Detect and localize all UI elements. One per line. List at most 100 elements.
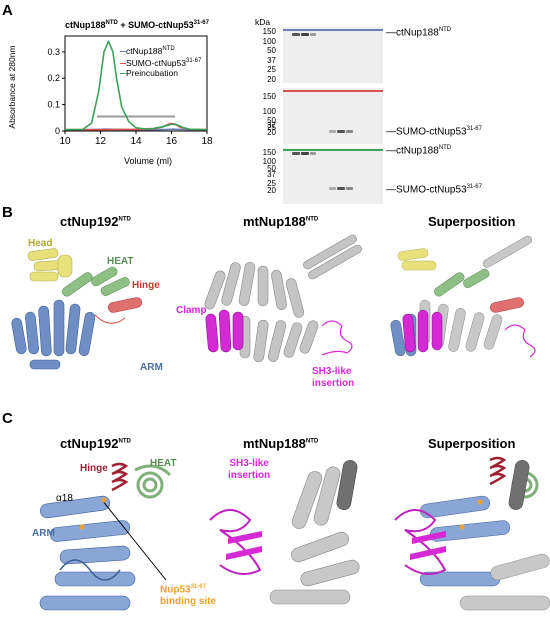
panel-letter-a: A: [2, 2, 13, 19]
chart-title-main: ctNup188: [65, 20, 106, 30]
b-col1-title: ctNup192NTD: [60, 214, 131, 229]
gel-bottom-line: [283, 149, 383, 151]
gel-band: [346, 187, 353, 190]
gel-bottom-marker-25: 25: [267, 179, 276, 188]
gel-mid-marker-20: 20: [267, 128, 276, 137]
gel-bottom-marker-100: 100: [262, 157, 276, 166]
gel-band: [346, 130, 353, 133]
hinge-helix: [111, 462, 129, 492]
y-tick-label: 0.2: [47, 73, 60, 83]
gel-band: [301, 152, 309, 155]
c-col2-title: mtNup188NTD: [243, 436, 319, 451]
gel-bottom-marker-20: 20: [267, 186, 276, 195]
gel-bottom-marker-150: 150: [262, 148, 276, 157]
sh3-loop: [321, 320, 353, 356]
gel-mid-marker-37: 37: [267, 121, 276, 130]
c-col3-title: Superposition: [428, 436, 516, 451]
gel-kda-label: kDa: [255, 17, 271, 27]
x-tick-label: 12: [95, 136, 107, 147]
chart-lines: [64, 40, 208, 131]
binding-dot: [79, 524, 85, 530]
chart-title-sup2: 31-67: [193, 20, 209, 26]
label-head: Head: [28, 238, 53, 249]
chart-legend: ctNup188NTD SUMO-ctNup5331-67 Preincubat…: [120, 44, 201, 78]
hinge-domain: [94, 297, 143, 324]
gel-bottom: [283, 148, 383, 204]
chromatogram-chart: 10 12 14 16 18 0 0.1 0.2 0.3: [47, 35, 213, 147]
legend-item-sumo: SUMO-ctNup5331-67: [120, 56, 201, 68]
c-label-heat: HEAT: [150, 458, 177, 469]
gel-band: [329, 130, 336, 133]
gel-mid-label: —SUMO-ctNup5331-67: [386, 126, 482, 138]
c-superposition-structure: [394, 456, 550, 611]
c-mtnup188-structure: [209, 459, 360, 605]
b-mtnup188-structure: [204, 234, 362, 363]
gel-band: [337, 130, 345, 133]
label-arm: ARM: [140, 362, 163, 373]
gel-band: [301, 33, 309, 36]
arm-helices: [39, 495, 136, 611]
chart-title-sup1: NTD: [105, 20, 118, 26]
label-clamp: Clamp: [176, 305, 207, 316]
gel-bottom-label-1: —ctNup188NTD: [386, 145, 452, 157]
gel-mid-line: [283, 90, 383, 92]
head-domain: [27, 248, 73, 282]
heat-helix: [134, 464, 172, 499]
gel-band: [292, 33, 300, 36]
heat-domain: [62, 266, 130, 297]
b-col2-title: mtNup188NTD: [243, 214, 319, 229]
c-label-arm: ARM: [32, 528, 55, 539]
gel-top: [283, 27, 383, 83]
x-tick-label: 14: [130, 136, 142, 147]
gel-top-line: [283, 29, 383, 31]
panel-letter-b: B: [2, 204, 13, 221]
binding-dot: [101, 497, 107, 503]
chart-title-mid: + SUMO-ctNup53: [117, 20, 194, 30]
gel-top-label: —ctNup188NTD: [386, 27, 452, 39]
gel-band: [337, 187, 345, 190]
gel-middle: [283, 88, 383, 144]
series-line-2: [64, 40, 208, 131]
label-sh3-b: SH3-like insertion: [312, 366, 355, 389]
chart-title: ctNup188NTD + SUMO-ctNup5331-67: [65, 20, 209, 30]
y-tick-label: 0.1: [47, 100, 60, 110]
label-hinge: Hinge: [132, 280, 160, 291]
binding-site-line: [101, 499, 167, 581]
c-col1-title: ctNup192NTD: [60, 436, 131, 451]
grey-helices: [204, 234, 362, 363]
b-superposition-structure: [390, 235, 536, 358]
gel-band: [310, 33, 316, 36]
gel-band: [292, 152, 300, 155]
arm-domain: [11, 299, 96, 370]
gel-band: [310, 152, 316, 155]
panel-letter-c: C: [2, 410, 13, 427]
gel-top-markers: 150 100 50 37 25 20: [262, 27, 276, 84]
c-label-hinge: Hinge: [80, 463, 108, 474]
b-col3-title: Superposition: [428, 214, 516, 229]
gel-band: [329, 187, 336, 190]
c-label-nup53: Nup5331-67 binding site: [160, 584, 217, 608]
x-tick-label: 18: [201, 136, 213, 147]
gel-mid-marker-100: 100: [262, 107, 276, 116]
y-tick-label: 0: [55, 126, 60, 136]
c-ctnup192-structure: [39, 462, 172, 611]
chart-axes: 10 12 14 16 18 0 0.1 0.2 0.3: [47, 35, 213, 147]
gel-bottom-marker-50: 50: [267, 164, 276, 173]
gel-bottom-label-2: —SUMO-ctNup5331-67: [386, 184, 482, 196]
x-tick-label: 10: [59, 136, 71, 147]
gel-mid-marker-150: 150: [262, 92, 276, 101]
c-label-sh3: SH3-like insertion: [228, 458, 271, 481]
legend-item-ctnup188: ctNup188NTD: [120, 44, 201, 56]
x-axis-label: Volume (ml): [123, 156, 172, 166]
gel-bottom-marker-37: 37: [267, 170, 276, 179]
clamp-helices: [205, 309, 244, 353]
x-tick-label: 16: [166, 136, 178, 147]
c-label-alpha18: α18: [56, 493, 73, 504]
gel-mid-marker-50: 50: [267, 116, 276, 125]
y-tick-label: 0.3: [47, 47, 60, 57]
b-ctnup192-structure: [11, 248, 143, 370]
legend-item-preincubation: Preincubation: [120, 68, 201, 78]
gel-mid-marker-25: 25: [267, 123, 276, 132]
